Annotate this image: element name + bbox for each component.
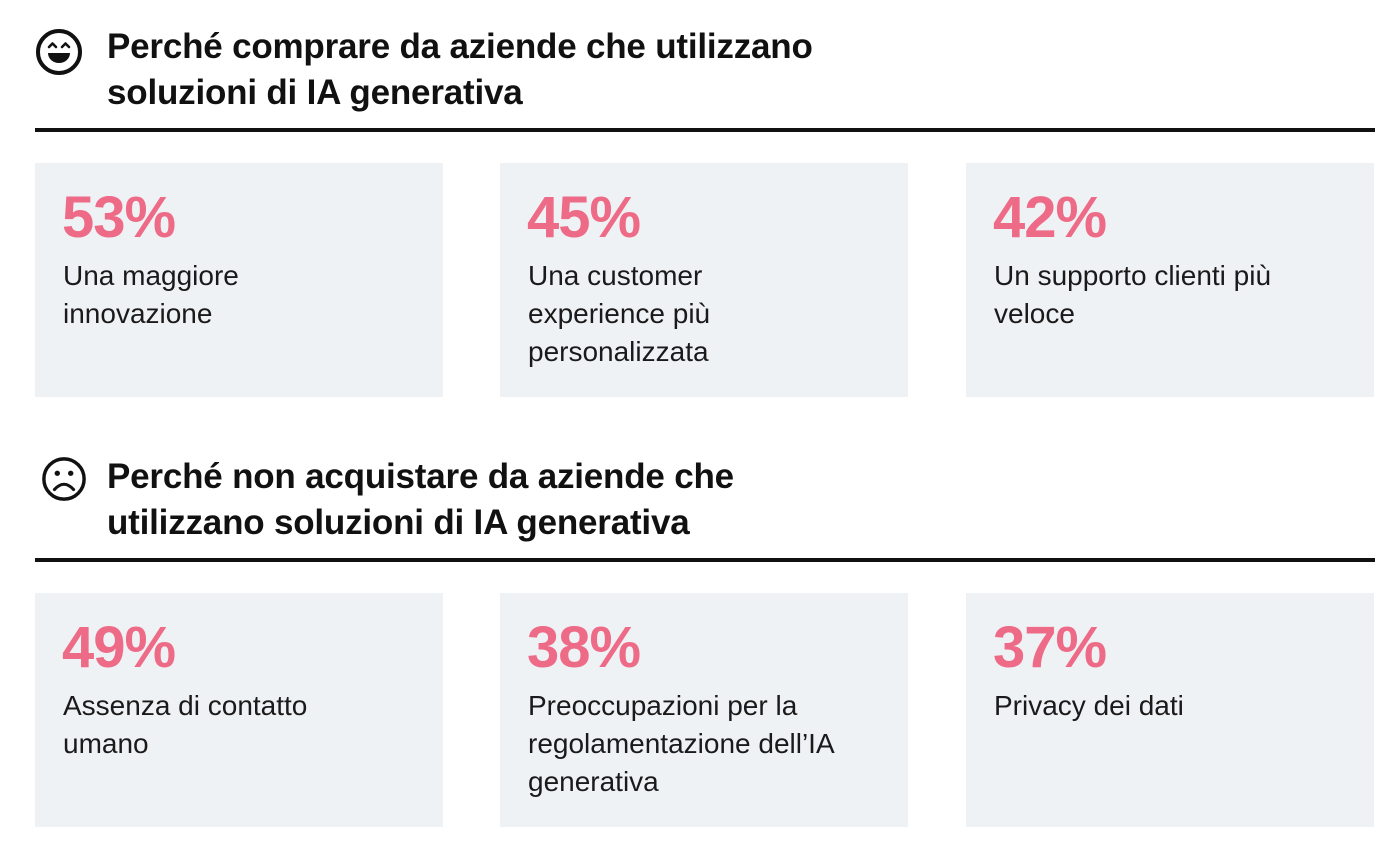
section-reasons-not-to-buy: Perché non acquistare da aziende che util… — [35, 452, 1375, 827]
divider — [35, 128, 1375, 132]
stat-value: 37% — [993, 615, 1107, 680]
stat-label: Privacy dei dati — [994, 690, 1184, 721]
stat-value: 38% — [527, 615, 641, 680]
stat-label: Preoccupazioni per la regolamentazione d… — [528, 690, 834, 797]
stat-value: 53% — [62, 185, 176, 250]
stat-card: 49% Assenza di contatto umano — [35, 593, 443, 827]
stat-card: 45% Una customer experience più personali… — [500, 163, 908, 397]
stat-card: 38% Preoccupazioni per la regolamentazion… — [500, 593, 908, 827]
section-reasons-to-buy: Perché comprare da aziende che utilizzan… — [35, 22, 1375, 397]
stat-value: 45% — [527, 185, 641, 250]
section-title: Perché non acquistare da aziende che util… — [107, 457, 734, 542]
divider — [35, 558, 1375, 562]
section-title: Perché comprare da aziende che utilizzan… — [107, 27, 813, 112]
stat-card: 42% Un supporto clienti più veloce — [966, 163, 1374, 397]
stat-value: 42% — [993, 185, 1107, 250]
stat-card: 37% Privacy dei dati — [966, 593, 1374, 827]
section-heading: Perché non acquistare da aziende che util… — [35, 452, 1375, 562]
stat-value: 49% — [62, 615, 176, 680]
stat-card: 53% Una maggiore innovazione — [35, 163, 443, 397]
stat-label: Una maggiore innovazione — [63, 260, 239, 329]
smiling-face-icon — [36, 29, 82, 75]
stat-label: Assenza di contatto umano — [63, 690, 308, 759]
section-heading: Perché comprare da aziende che utilizzan… — [35, 22, 1375, 132]
stat-label: Una customer experience più personalizza… — [528, 260, 711, 367]
stat-cards: 53% Una maggiore innovazione 45% Una custo… — [35, 163, 1375, 397]
stat-label: Un supporto clienti più veloce — [994, 260, 1272, 329]
frowning-face-icon — [42, 457, 86, 501]
stat-cards: 49% Assenza di contatto umano 38% Preoccup… — [35, 593, 1375, 827]
